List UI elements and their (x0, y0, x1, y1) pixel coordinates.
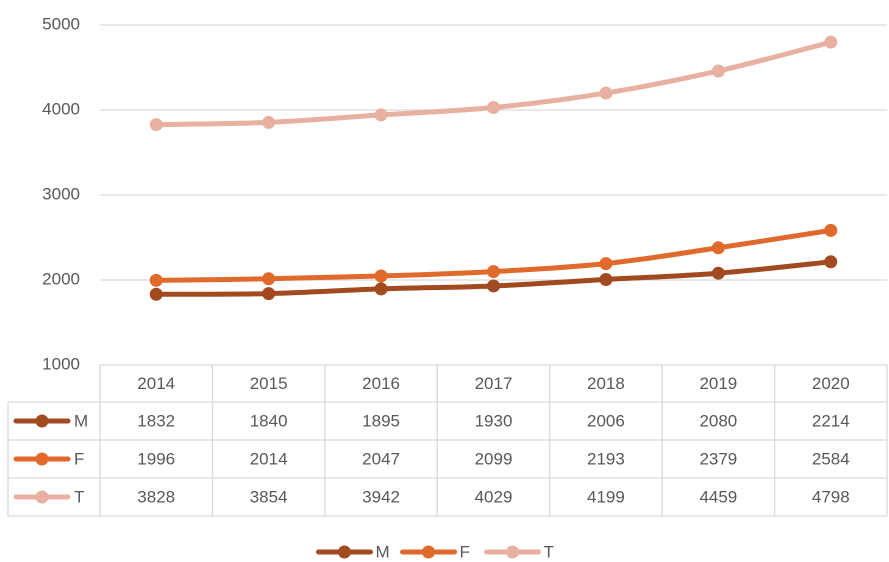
table-cell: 2099 (475, 449, 513, 468)
table-cell: 1832 (137, 411, 175, 430)
point (824, 35, 838, 49)
table-cell: 4459 (699, 487, 737, 506)
table-cell: 3942 (362, 487, 400, 506)
x-tick-label: 2016 (362, 374, 400, 393)
point (487, 279, 500, 293)
y-tick-label: 4000 (42, 99, 80, 118)
y-tick-label: 2000 (42, 269, 80, 288)
table-cell: 2379 (699, 449, 737, 468)
table-cell: 1840 (250, 411, 288, 430)
point (149, 273, 163, 287)
legend-label: M (376, 542, 390, 561)
table-cell: 4798 (812, 487, 850, 506)
legend-key (506, 545, 519, 559)
point (374, 269, 388, 283)
point (262, 272, 276, 286)
table-cell: 3828 (137, 487, 175, 506)
table-legend-key (35, 414, 49, 428)
y-tick-label: 1000 (42, 354, 80, 373)
point (374, 108, 388, 122)
point (824, 223, 838, 237)
point (149, 287, 163, 301)
table-cell: 4029 (475, 487, 513, 506)
x-tick-label: 2019 (699, 374, 737, 393)
point (149, 118, 163, 132)
y-tick-label: 3000 (42, 184, 80, 203)
table-cell: 1996 (137, 449, 175, 468)
x-tick-label: 2020 (812, 374, 850, 393)
y-tick-label: 5000 (42, 14, 80, 33)
table-cell: 2193 (587, 449, 625, 468)
table-row-label: F (74, 449, 84, 468)
table-cell: 2584 (812, 449, 850, 468)
table-row-label: M (74, 411, 88, 430)
point (374, 282, 388, 296)
table-cell: 1930 (475, 411, 513, 430)
point (487, 101, 500, 115)
point (599, 86, 613, 100)
point (487, 265, 500, 279)
table-row-label: T (74, 487, 84, 506)
legend-label: T (544, 542, 554, 561)
legend-key (338, 545, 351, 559)
point (711, 64, 725, 78)
x-tick-label: 2018 (587, 374, 625, 393)
table-legend-key (35, 452, 49, 466)
point (599, 257, 613, 271)
table-cell: 2080 (699, 411, 737, 430)
legend-key (422, 545, 435, 559)
point (711, 266, 725, 280)
table-cell: 4199 (587, 487, 625, 506)
table-cell: 2047 (362, 449, 400, 468)
x-tick-label: 2017 (475, 374, 513, 393)
point (711, 241, 725, 255)
point (262, 115, 276, 129)
table-cell: 1895 (362, 411, 400, 430)
x-tick-label: 2015 (250, 374, 288, 393)
point (599, 272, 613, 286)
table-cell: 2014 (250, 449, 288, 468)
table-cell: 3854 (250, 487, 288, 506)
point (262, 287, 276, 301)
table-cell: 2214 (812, 411, 850, 430)
table-legend-key (35, 490, 49, 504)
legend-label: F (460, 542, 470, 561)
point (824, 255, 838, 269)
table-cell: 2006 (587, 411, 625, 430)
x-tick-label: 2014 (137, 374, 175, 393)
